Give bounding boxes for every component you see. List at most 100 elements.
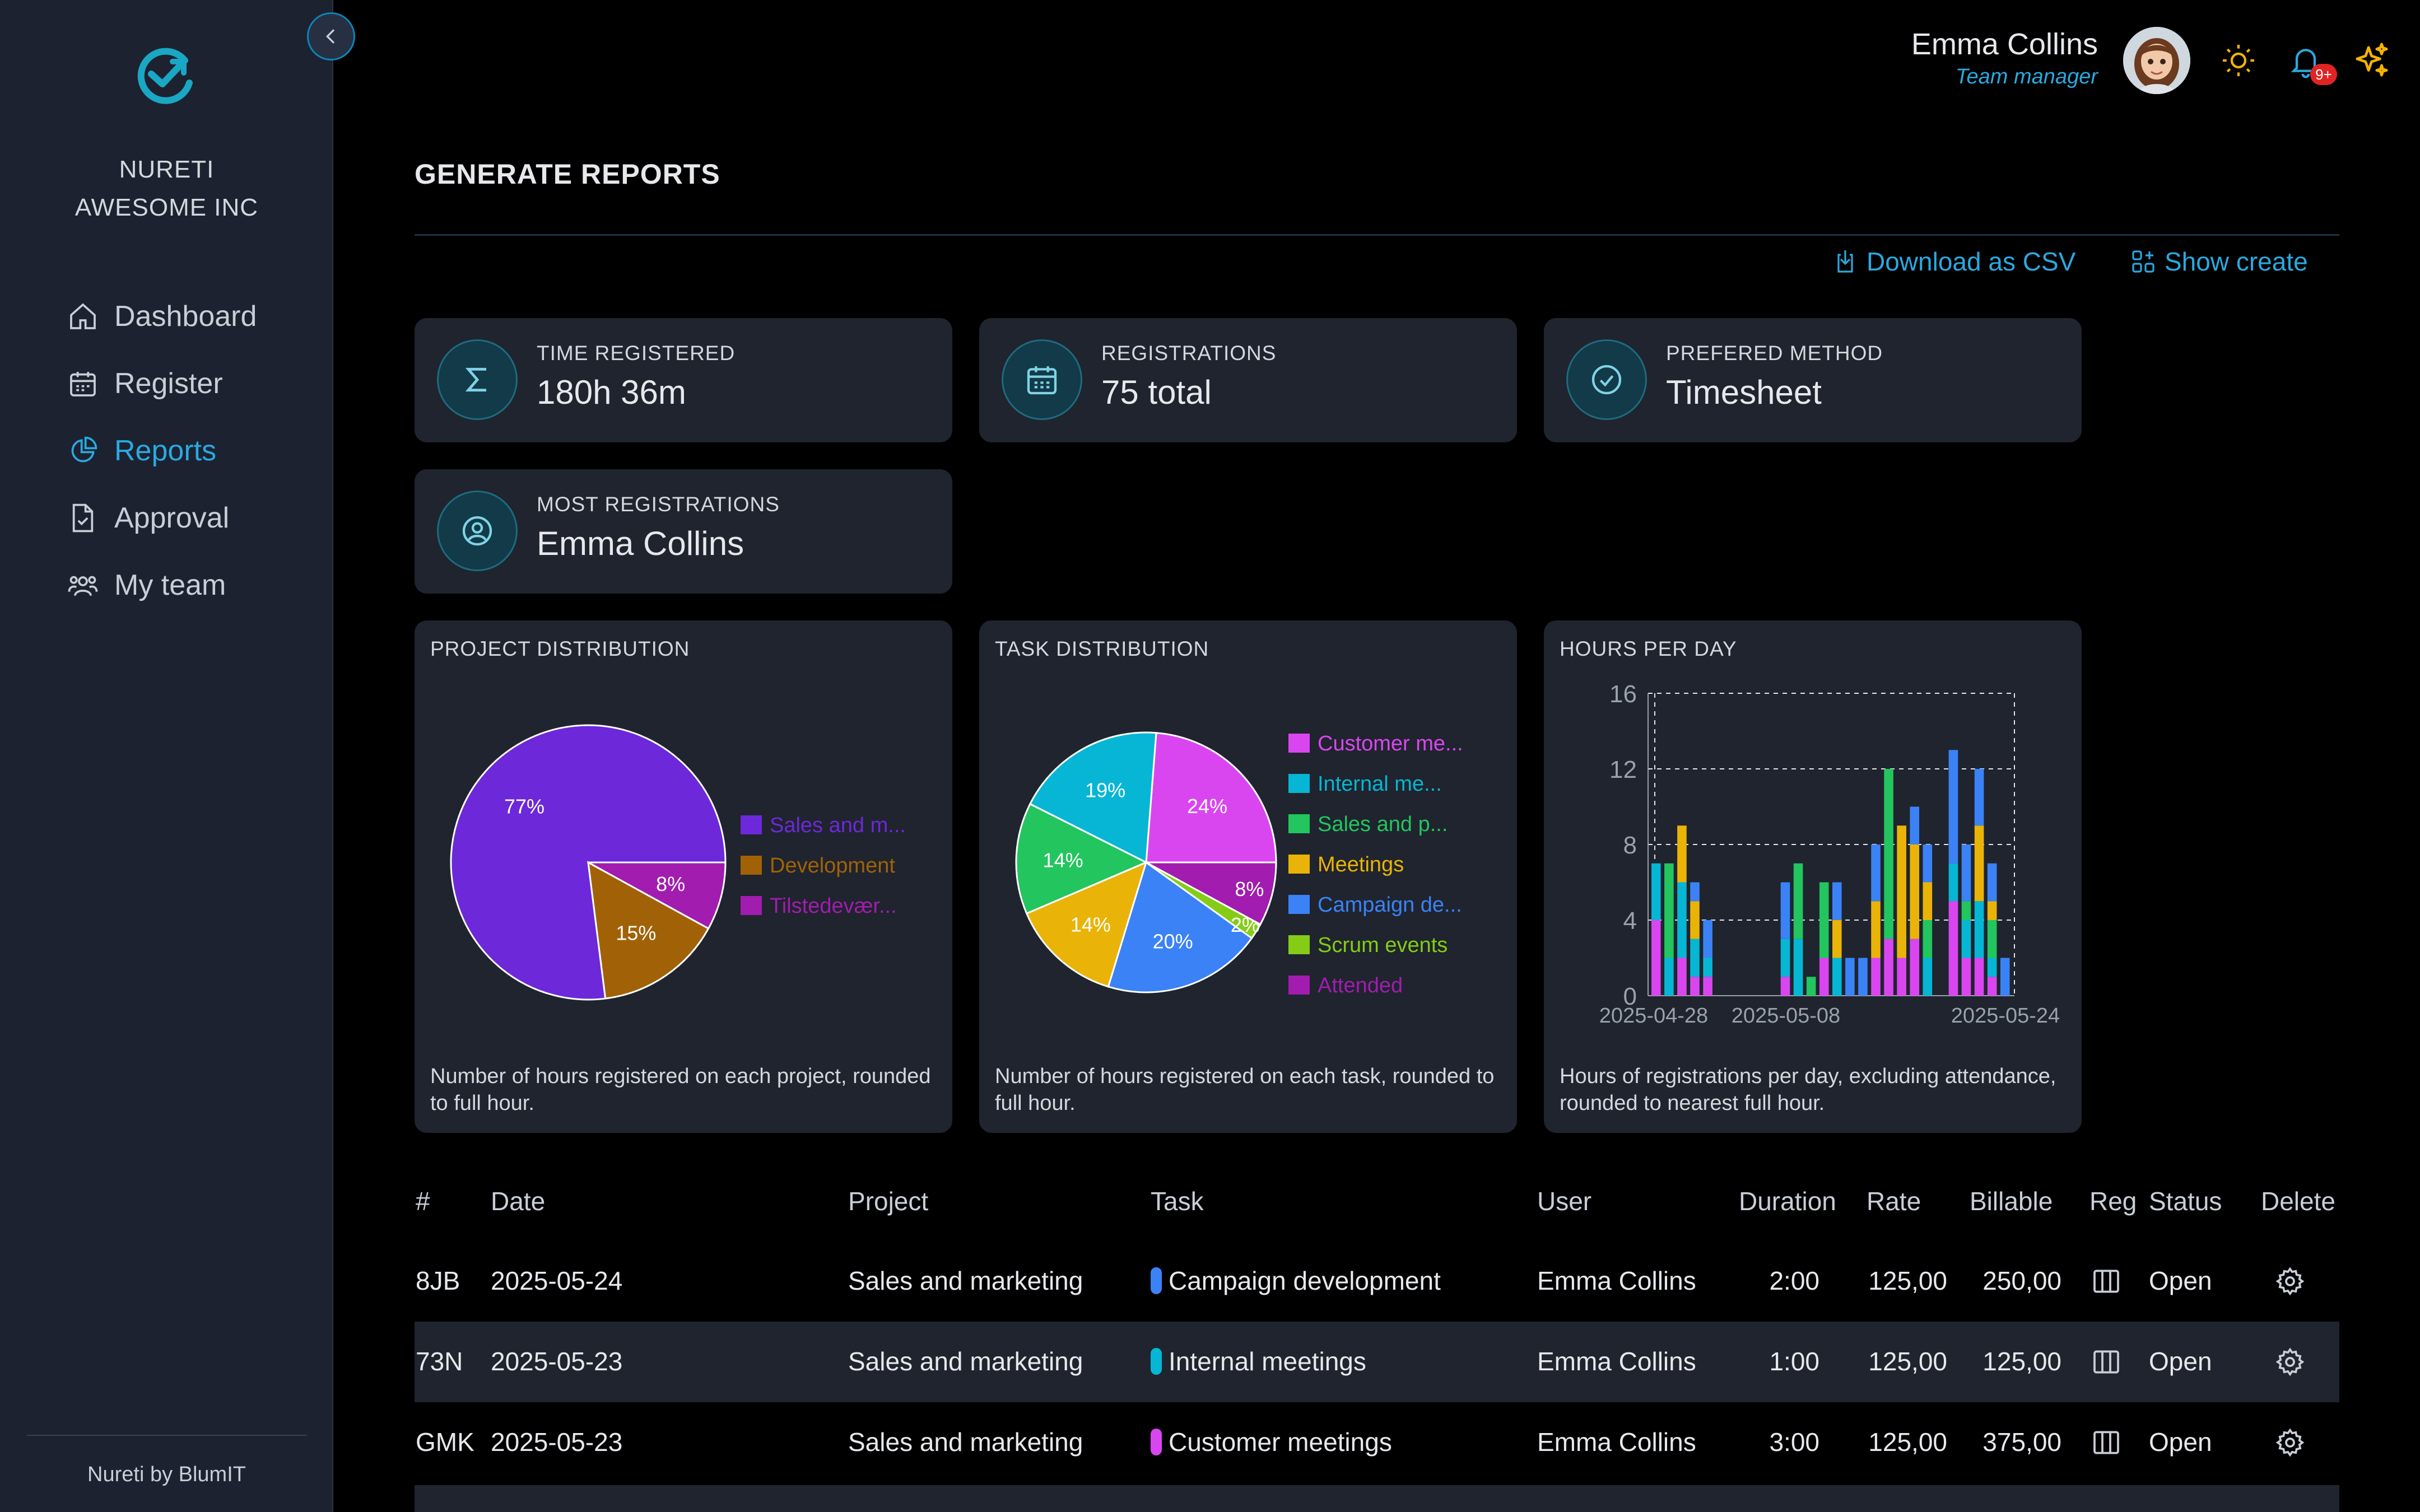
- stat-label: MOST REGISTRATIONS: [537, 493, 780, 516]
- legend-swatch: [741, 896, 762, 915]
- column-header-rate[interactable]: Rate: [1867, 1187, 1921, 1216]
- bar-segment: [1690, 939, 1700, 977]
- chart-title: PROJECT DISTRIBUTION: [430, 637, 690, 660]
- avatar[interactable]: [2123, 27, 2190, 94]
- bar-segment: [1845, 958, 1855, 996]
- sidebar-item-label: My team: [114, 569, 226, 601]
- legend-swatch: [741, 815, 762, 834]
- bar-segment: [1987, 901, 1997, 920]
- show-create-button[interactable]: Show create: [2130, 246, 2308, 277]
- theme-toggle-button[interactable]: [2217, 39, 2260, 82]
- user-info[interactable]: Emma Collins Team manager: [1911, 27, 2098, 89]
- pie-slice-label: 77%: [504, 795, 544, 818]
- task-label: Campaign development: [1169, 1266, 1441, 1295]
- gear-icon[interactable]: [2274, 1346, 2306, 1378]
- column-header-date[interactable]: Date: [491, 1187, 546, 1216]
- task-color-marker: [1151, 1267, 1162, 1294]
- legend-label: Customer me...: [1318, 732, 1463, 755]
- legend-swatch: [1288, 814, 1310, 833]
- bar-segment: [1923, 844, 1933, 883]
- column-header-user[interactable]: User: [1537, 1187, 1592, 1216]
- download-csv-button[interactable]: Download as CSV: [1832, 246, 2075, 277]
- gear-icon[interactable]: [2274, 1427, 2306, 1458]
- pie-slice-label: 8%: [1235, 878, 1264, 900]
- gear-icon[interactable]: [2274, 1266, 2306, 1297]
- bar-segment: [1690, 901, 1700, 939]
- bar-segment: [1871, 958, 1881, 996]
- sidebar-item-reports[interactable]: Reports: [67, 417, 257, 484]
- column-header-delete[interactable]: Delete: [2261, 1187, 2335, 1216]
- table-row[interactable]: 8JB 2025-05-24 Sales and marketing Campa…: [415, 1241, 2339, 1322]
- column-header-project[interactable]: Project: [848, 1187, 929, 1216]
- bar-segment: [1961, 901, 1971, 920]
- table-row[interactable]: 73N 2025-05-23 Sales and marketing Inter…: [415, 1322, 2339, 1402]
- user-circle-icon: [437, 491, 518, 571]
- hours-per-day-card: HOURS PER DAY 0 4 8 12 16 2025-04-28 2025-05-0…: [1544, 620, 2082, 1133]
- bar-segment: [1961, 844, 1971, 902]
- cell-duration: 3:00: [1769, 1427, 1819, 1457]
- bar-segment: [1948, 750, 1958, 864]
- bar-segment: [1793, 939, 1803, 996]
- calendar-icon: [1002, 339, 1082, 420]
- sidebar-divider: [27, 1435, 307, 1436]
- legend-swatch: [1288, 976, 1310, 995]
- bar-segment: [1897, 958, 1906, 996]
- column-header-status[interactable]: Status: [2149, 1187, 2222, 1216]
- columns-icon[interactable]: [2091, 1266, 2122, 1297]
- pie-slice-label: 14%: [1071, 913, 1111, 936]
- chart-description: Number of hours registered on each proje…: [430, 1065, 931, 1115]
- sparkles-icon: [2356, 43, 2388, 77]
- bar-segment: [1987, 920, 1997, 958]
- sidebar-item-dashboard[interactable]: Dashboard: [67, 283, 257, 350]
- column-header-duration[interactable]: Duration: [1739, 1187, 1836, 1216]
- sidebar: NURETI AWESOME INC Dashboard Register Re…: [0, 0, 333, 1512]
- legend-swatch: [1288, 855, 1310, 874]
- cell-project: Sales and marketing: [848, 1347, 1083, 1376]
- legend-label: Campaign de...: [1318, 893, 1462, 917]
- bar-segment: [1793, 863, 1803, 939]
- pie-slice: [1107, 861, 1253, 993]
- check-circle-icon: [1566, 339, 1647, 420]
- bar-segment: [1651, 920, 1661, 996]
- legend-label: Sales and p...: [1318, 813, 1448, 836]
- bell-icon: [2291, 49, 2321, 78]
- collapse-sidebar-button[interactable]: [307, 12, 355, 60]
- legend-label: Sales and m...: [770, 814, 906, 837]
- chart-description: Number of hours registered on each task,…: [995, 1065, 1495, 1115]
- sidebar-footer: Nureti by BlumIT: [87, 1463, 246, 1486]
- user-name: Emma Collins: [1911, 27, 2098, 61]
- columns-icon[interactable]: [2091, 1427, 2122, 1458]
- ai-assistant-button[interactable]: [2351, 39, 2393, 82]
- bar-segment: [1974, 825, 1984, 902]
- cell-id: 73N: [416, 1347, 463, 1376]
- column-header-id[interactable]: #: [416, 1187, 430, 1216]
- user-role: Team manager: [1955, 65, 2098, 88]
- sidebar-item-approval[interactable]: Approval: [67, 484, 257, 552]
- column-header-task[interactable]: Task: [1151, 1187, 1204, 1216]
- cell-billable: 250,00: [1982, 1266, 2061, 1295]
- user-avatar-image: [2123, 27, 2190, 94]
- bar-segment: [1871, 901, 1881, 958]
- legend-label: Meetings: [1318, 853, 1404, 876]
- pie-slice-label: 15%: [616, 922, 656, 945]
- bar-segment: [1677, 958, 1687, 996]
- cell-date: 2025-05-23: [491, 1347, 623, 1376]
- sidebar-item-register[interactable]: Register: [67, 350, 257, 417]
- bar-segment: [1703, 920, 1712, 958]
- notifications-button[interactable]: 9+: [2284, 39, 2337, 85]
- column-header-reg[interactable]: Reg: [2089, 1187, 2137, 1216]
- table-row[interactable]: GMK 2025-05-23 Sales and marketing Custo…: [415, 1402, 2339, 1483]
- bar-segment: [1961, 920, 1971, 958]
- bar-segment: [1819, 958, 1829, 996]
- columns-icon[interactable]: [2091, 1346, 2122, 1378]
- column-header-billable[interactable]: Billable: [1970, 1187, 2053, 1216]
- pie-slice: [587, 861, 710, 1000]
- sidebar-item-my-team[interactable]: My team: [67, 552, 257, 619]
- pie-slice-label: 20%: [1153, 930, 1193, 953]
- x-tick-label: 2025-05-24: [1951, 1004, 2060, 1028]
- pie-slice: [1028, 731, 1157, 864]
- task-label: Customer meetings: [1169, 1427, 1392, 1457]
- bar-segment: [1690, 882, 1700, 902]
- cell-status: Open: [2149, 1266, 2212, 1295]
